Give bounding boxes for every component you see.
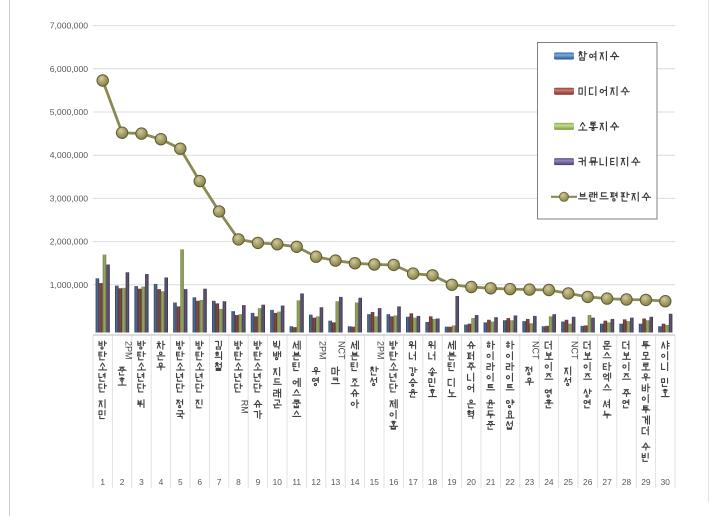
svg-text:NCT: NCT	[531, 341, 541, 360]
svg-text:23: 23	[525, 477, 535, 487]
svg-text:2PM: 2PM	[123, 341, 133, 360]
svg-text:NCT: NCT	[337, 341, 347, 360]
svg-text:2: 2	[120, 477, 125, 487]
svg-text:8: 8	[236, 477, 241, 487]
svg-text:6,000,000: 6,000,000	[50, 64, 88, 74]
svg-text:2PM: 2PM	[376, 341, 386, 360]
svg-text:14: 14	[350, 477, 360, 487]
svg-text:1,000,000: 1,000,000	[50, 280, 88, 290]
svg-text:17: 17	[408, 477, 418, 487]
svg-text:5: 5	[178, 477, 183, 487]
svg-text:26: 26	[583, 477, 593, 487]
svg-text:3,000,000: 3,000,000	[50, 193, 88, 203]
svg-text:6: 6	[197, 477, 202, 487]
svg-text:RM: RM	[240, 400, 250, 414]
svg-text:24: 24	[544, 477, 554, 487]
svg-text:28: 28	[622, 477, 632, 487]
svg-text:7,000,000: 7,000,000	[50, 21, 88, 31]
svg-text:21: 21	[486, 477, 496, 487]
svg-text:27: 27	[602, 477, 612, 487]
svg-text:4: 4	[159, 477, 164, 487]
svg-text:4,000,000: 4,000,000	[50, 150, 88, 160]
svg-text:13: 13	[331, 477, 341, 487]
svg-text:2,000,000: 2,000,000	[50, 237, 88, 247]
svg-text:1: 1	[100, 477, 105, 487]
svg-text:22: 22	[505, 477, 515, 487]
svg-text:2PM: 2PM	[317, 341, 327, 360]
svg-text:7: 7	[217, 477, 222, 487]
svg-text:15: 15	[370, 477, 380, 487]
svg-text:20: 20	[467, 477, 477, 487]
svg-text:3: 3	[139, 477, 144, 487]
svg-text:25: 25	[564, 477, 574, 487]
svg-text:29: 29	[641, 477, 651, 487]
svg-text:5,000,000: 5,000,000	[50, 107, 88, 117]
svg-text:16: 16	[389, 477, 399, 487]
svg-text:10: 10	[273, 477, 283, 487]
svg-text:12: 12	[311, 477, 321, 487]
svg-text:NCT: NCT	[570, 341, 580, 360]
svg-text:11: 11	[292, 477, 301, 487]
svg-text:9: 9	[256, 477, 261, 487]
svg-text:30: 30	[661, 477, 671, 487]
svg-text:18: 18	[428, 477, 438, 487]
svg-text:19: 19	[447, 477, 457, 487]
